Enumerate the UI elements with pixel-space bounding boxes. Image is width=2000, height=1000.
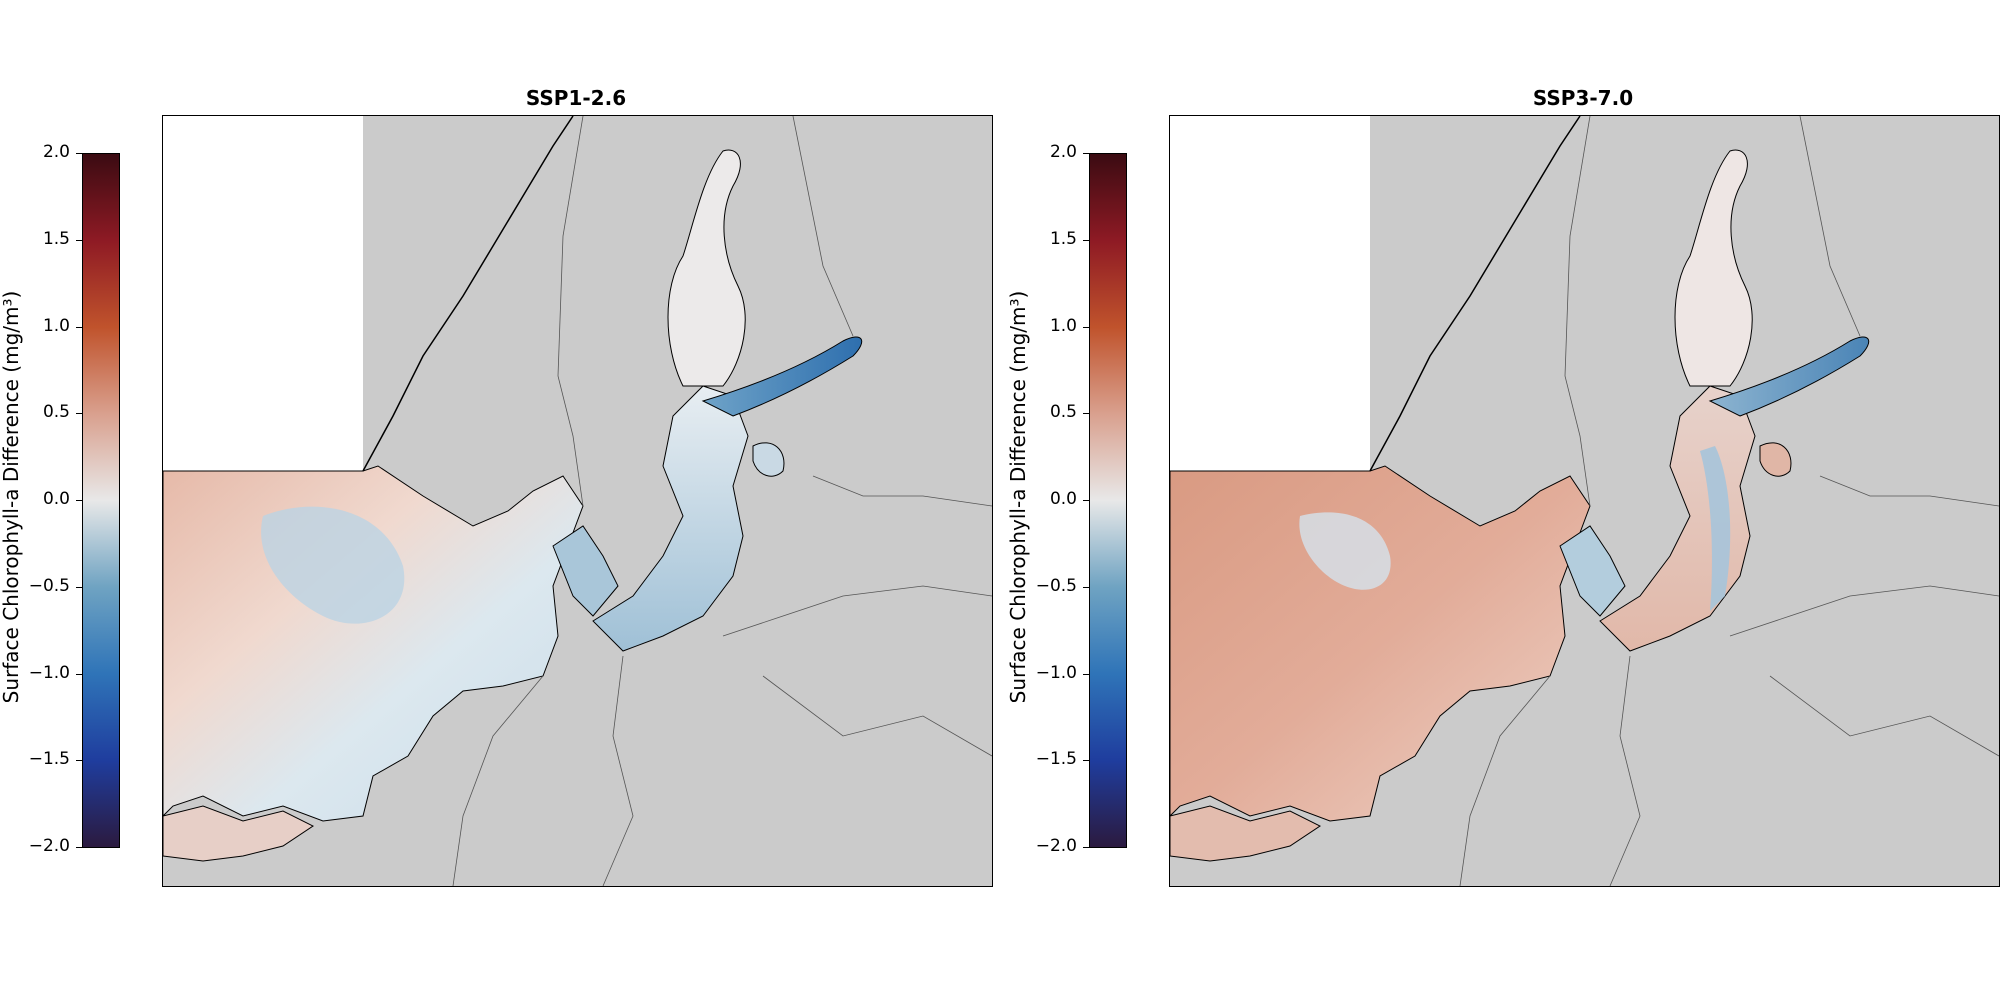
english-channel: [163, 805, 314, 862]
colorbar-tick-mark: [1083, 847, 1089, 848]
colorbar-tick-mark: [1083, 413, 1089, 415]
colorbar-tick-label: 1.5: [42, 228, 70, 249]
colorbar-tick-label: −0.5: [1035, 575, 1077, 596]
kattegat: [552, 525, 619, 617]
colorbar-tick-mark: [1083, 239, 1089, 241]
colorbar-left: [82, 153, 120, 848]
gulf-of-bothnia: [667, 149, 746, 387]
colorbar-tick-mark: [76, 760, 82, 762]
norway-coast: [1369, 116, 1581, 472]
colorbar-tick-label: 1.0: [1049, 315, 1077, 336]
gulf-of-riga: [752, 442, 785, 477]
colorbar-tick-mark: [76, 847, 82, 848]
map-right: [1169, 115, 2000, 887]
colorbar-tick-label: 0.5: [1049, 402, 1077, 423]
baltic-proper: [592, 385, 749, 652]
map-left: [162, 115, 993, 887]
colorbar-tick-mark: [76, 500, 82, 501]
colorbar-tick-mark: [76, 153, 82, 154]
colorbar-tick-label: −1.0: [1035, 662, 1077, 683]
colorbar-tick-label: 2.0: [1049, 142, 1077, 162]
baltic-proper: [1599, 385, 1756, 652]
colorbar-tick-mark: [76, 326, 82, 328]
country-borders: [1459, 116, 1999, 886]
colorbar-tick-mark: [1083, 153, 1089, 154]
gulf-of-finland: [1708, 336, 1870, 417]
colorbar-tick-label: −0.5: [28, 575, 70, 596]
gulf-of-riga: [1759, 442, 1792, 477]
colorbar-tick-label: −1.0: [28, 662, 70, 683]
colorbar-tick-mark: [76, 673, 82, 675]
colorbar-tick-label: 0.0: [42, 489, 70, 509]
map-right-svg: [1170, 116, 1999, 886]
colorbar-tick-mark: [76, 586, 82, 588]
baltic-blue-stripe: [1700, 446, 1731, 611]
gulf-of-bothnia: [1674, 149, 1753, 387]
no-data-region: [163, 116, 363, 471]
colorbar-tick-label: −2.0: [28, 836, 70, 856]
map-left-svg: [163, 116, 992, 886]
colorbar-tick-mark: [76, 413, 82, 415]
english-channel: [1170, 805, 1321, 862]
colorbar-tick-label: 0.0: [1049, 489, 1077, 509]
colorbar-tick-mark: [1083, 326, 1089, 328]
colorbar-tick-label: 2.0: [42, 142, 70, 162]
colorbar-tick-mark: [76, 239, 82, 241]
panel-title-left: SSP1-2.6: [525, 86, 627, 110]
colorbar-tick-mark: [1083, 586, 1089, 588]
gulf-of-finland: [701, 336, 863, 417]
colorbar-tick-label: −1.5: [1035, 749, 1077, 770]
colorbar-tick-label: −1.5: [28, 749, 70, 770]
colorbar-tick-label: 0.5: [42, 402, 70, 423]
colorbar-tick-label: 1.5: [1049, 228, 1077, 249]
panel-title-right: SSP3-7.0: [1532, 86, 1634, 110]
colorbar-tick-mark: [1083, 673, 1089, 675]
colorbar-tick-label: 1.0: [42, 315, 70, 336]
kattegat: [1559, 525, 1626, 617]
north-sea-blue-patch: [261, 506, 405, 624]
north-sea: [163, 465, 584, 822]
colorbar-tick-mark: [1083, 500, 1089, 501]
norway-coast: [362, 116, 574, 472]
country-borders: [452, 116, 992, 886]
colorbar-tick-label: −2.0: [1035, 836, 1077, 856]
colorbar-right: [1089, 153, 1127, 848]
north-sea: [1170, 465, 1591, 822]
north-sea-blue-patch: [1299, 512, 1391, 590]
no-data-region: [1170, 116, 1370, 471]
colorbar-tick-mark: [1083, 760, 1089, 762]
